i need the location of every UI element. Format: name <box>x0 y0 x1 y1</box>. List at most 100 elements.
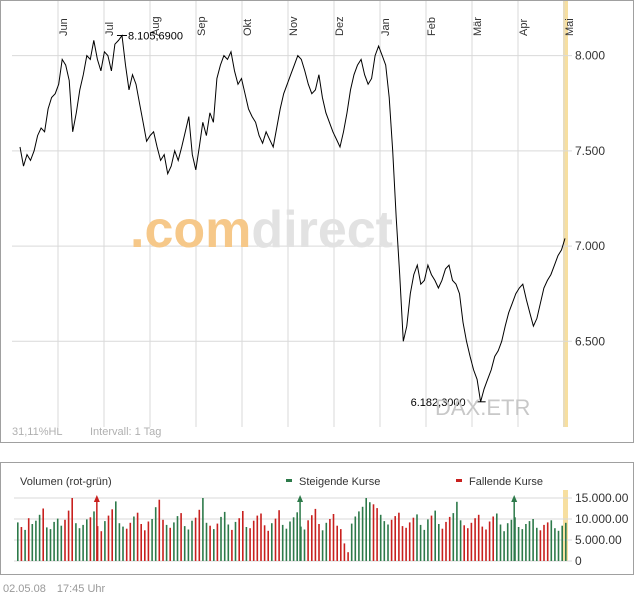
low-annotation: 6.182,3000 <box>411 397 466 409</box>
volume-bar <box>31 524 34 561</box>
volume-bar <box>358 511 360 561</box>
volume-bar <box>434 510 436 561</box>
volume-bar <box>53 521 55 561</box>
month-label: Aug <box>150 16 162 36</box>
volume-bar <box>503 531 505 561</box>
price-line <box>19 34 566 403</box>
volume-bar <box>376 508 378 561</box>
high-low-annotations: 8.105,6900 6.182,3000 <box>116 30 486 409</box>
volume-bar <box>173 522 175 561</box>
volume-bar <box>198 509 201 561</box>
volume-bar <box>285 528 288 561</box>
volume-bar <box>506 523 509 561</box>
volume-bar <box>263 525 266 561</box>
volume-bar <box>46 527 48 561</box>
volume-bar <box>408 522 411 561</box>
volume-bar <box>93 511 95 561</box>
volume-bar <box>205 522 208 561</box>
volume-bar <box>216 523 219 561</box>
volume-bar <box>300 526 302 561</box>
volume-bar <box>140 524 142 561</box>
volume-bar <box>56 518 59 561</box>
volume-bar <box>176 516 179 561</box>
volume-bar <box>361 506 364 561</box>
volume-bar <box>231 529 233 561</box>
volume-y-tick-label: 15.000.00 <box>575 491 629 505</box>
volume-bar <box>271 523 273 561</box>
volume-bar <box>256 515 259 561</box>
volume-bar <box>151 519 153 561</box>
volume-bar <box>20 527 23 561</box>
volume-bar <box>122 526 124 561</box>
volume-bar <box>492 516 494 561</box>
month-label: Jun <box>58 18 70 36</box>
volume-bar <box>169 527 171 561</box>
volume-bar <box>525 524 527 561</box>
volume-bar <box>387 524 389 561</box>
volume-bar <box>17 522 19 561</box>
volume-bar <box>213 529 215 561</box>
volume-bar <box>133 516 135 561</box>
volume-bar <box>82 524 84 561</box>
price-chart: Jun Jul Aug Sep Okt Nov Dez Jan Feb Mär Apr Mai 6.5… <box>0 0 634 443</box>
volume-bar <box>430 515 433 561</box>
volume-bar <box>347 552 349 561</box>
volume-bar <box>311 515 313 561</box>
volume-bar <box>528 521 531 561</box>
volume-bar <box>412 517 415 561</box>
volume-bars <box>17 498 567 561</box>
volume-bar <box>183 526 186 561</box>
volume-bar <box>325 522 328 561</box>
footer-time: 17:45 Uhr <box>56 583 106 595</box>
overflow-arrow-head <box>511 495 518 502</box>
volume-bar <box>71 498 73 561</box>
volume-bar <box>227 524 230 561</box>
legend-up-swatch <box>286 479 292 482</box>
vertical-gridlines <box>57 1 565 427</box>
volume-bar <box>419 524 422 561</box>
volume-bar <box>202 498 204 561</box>
volume-bar <box>136 512 139 561</box>
volume-bar <box>274 518 277 561</box>
volume-bar <box>318 524 320 561</box>
volume-bar <box>64 519 66 561</box>
month-label: Mai <box>564 18 576 36</box>
volume-bar <box>162 519 164 561</box>
volume-bar <box>234 521 237 561</box>
volume-bar <box>438 524 440 561</box>
volume-bar <box>445 521 447 561</box>
y-axis-labels: 6.500 7.000 7.500 8.000 <box>575 49 605 349</box>
overflow-arrow-head <box>93 495 100 502</box>
volume-bar <box>27 518 30 561</box>
volume-bar <box>565 522 567 561</box>
y-tick-label: 7.000 <box>575 239 605 253</box>
volume-bar <box>448 516 451 561</box>
volume-bar <box>158 499 161 561</box>
volume-bar <box>477 514 480 561</box>
interval-stat: Intervall: 1 Tag <box>90 426 161 438</box>
legend-down-swatch <box>456 479 462 482</box>
month-label: Okt <box>242 19 254 36</box>
volume-bar <box>89 517 92 561</box>
volume-bar <box>557 530 560 561</box>
volume-bar <box>100 531 103 561</box>
volume-bar <box>521 529 524 561</box>
volume-bar <box>423 529 426 561</box>
volume-bar <box>416 514 418 561</box>
volume-bar <box>296 512 298 561</box>
volume-bar <box>242 511 244 561</box>
volume-bar <box>314 508 317 561</box>
volume-bar <box>517 527 520 561</box>
volume-bar <box>187 529 190 561</box>
volume-bar <box>278 510 280 561</box>
volume-bar <box>372 504 375 561</box>
volume-bar <box>165 524 168 561</box>
volume-bar <box>354 516 357 561</box>
volume-bar <box>289 521 291 561</box>
volume-bar <box>67 510 70 561</box>
volume-bar <box>510 519 513 561</box>
volume-bar <box>343 543 346 561</box>
volume-bar <box>209 525 211 561</box>
watermark: .comdirect <box>130 201 393 259</box>
volume-bar <box>427 519 429 561</box>
